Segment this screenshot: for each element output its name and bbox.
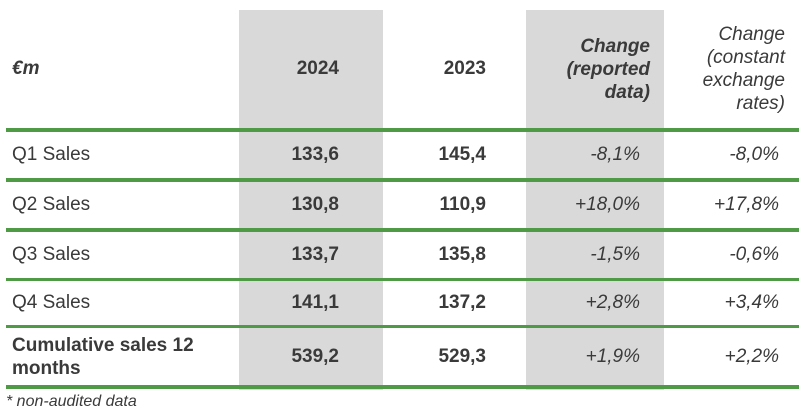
table-header: €m 2024 2023 Change (reported data) Chan…: [6, 10, 799, 128]
header-change-constant: Change (constant exchange rates): [702, 24, 785, 114]
footnote: * non-audited data: [6, 393, 137, 410]
table-row: Q1 Sales 133,6 145,4 -8,1% -8,0%: [12, 144, 779, 165]
row-rule: [6, 278, 799, 281]
header-unit: €m: [12, 58, 40, 79]
header-2023: 2023: [443, 58, 486, 79]
table-row: Q4 Sales 141,1 137,2 +2,8% +3,4%: [12, 292, 779, 313]
row-rule: [6, 178, 799, 182]
header-rule: [6, 128, 799, 132]
total-label: Cumulative sales 12 months: [12, 334, 194, 379]
row-rule: [6, 325, 799, 328]
header-change-reported: Change (reported data): [566, 35, 650, 103]
footer-rule: [6, 385, 799, 389]
header-2024: 2024: [296, 58, 339, 79]
table-row: Q3 Sales 133,7 135,8 -1,5% -0,6%: [12, 244, 779, 265]
table-row: Q2 Sales 130,8 110,9 +18,0% +17,8%: [12, 194, 779, 215]
table-row-total: Cumulative sales 12 months 539,2 529,3 +…: [6, 328, 799, 385]
row-rule: [6, 228, 799, 232]
